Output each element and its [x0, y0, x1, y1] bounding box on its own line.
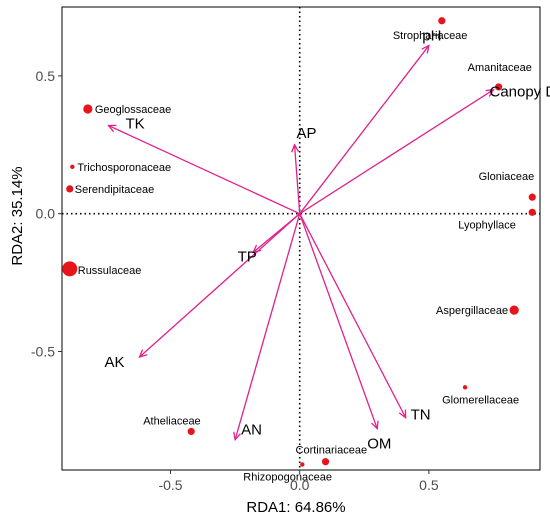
plot-border — [61, 6, 541, 471]
point-cortinariaceae — [321, 458, 330, 466]
vector-label-ph: pH — [422, 28, 441, 45]
reference-lines — [62, 7, 540, 470]
point-lyophyllace — [528, 208, 536, 216]
y-axis-title: RDA2: 35.14% — [9, 166, 26, 265]
x-tick-label: -0.5 — [158, 477, 182, 493]
plot-area — [61, 6, 541, 471]
x-tick-label: 0.0 — [290, 477, 310, 493]
y-tick-label: -0.5 — [31, 343, 55, 359]
point-russulaceae — [62, 261, 78, 277]
point-label-aspergillaceae: Aspergillaceae — [436, 305, 508, 317]
point-label-atheliaceae: Atheliaceae — [143, 415, 201, 427]
vector-an — [234, 213, 301, 440]
vector-label-ak: AK — [105, 354, 125, 371]
family-points — [62, 17, 536, 467]
vector-head-tk — [107, 124, 117, 133]
labels: pH Canopy Density TK AP TP AK AN OM TN Stropharia… — [75, 28, 550, 484]
vector-ak — [139, 213, 301, 358]
vector-head-ap — [291, 143, 300, 153]
vector-label-tn: TN — [411, 407, 431, 424]
point-strophariaceae — [438, 17, 446, 25]
vector-tk — [108, 124, 300, 215]
point-trichosporonaceae — [70, 164, 75, 170]
point-label-geoglossaceae: Geoglossaceae — [95, 104, 171, 116]
env-vectors — [107, 44, 495, 442]
point-gloniaceae — [528, 193, 536, 201]
point-atheliaceae — [187, 427, 195, 436]
vector-label-tk: TK — [126, 116, 145, 133]
y-tick-label: 0.0 — [36, 206, 56, 222]
y-tick-label: 0.5 — [36, 68, 56, 84]
x-axis-title: RDA1: 64.86% — [246, 499, 345, 516]
x-tick-label: 0.5 — [419, 477, 439, 493]
point-geoglossaceae — [83, 104, 93, 114]
point-label-lyophyllace: Lyophyllace — [458, 219, 516, 231]
point-label-amanitaceae: Amanitaceae — [468, 62, 532, 74]
point-label-russulaceae: Russulaceae — [78, 265, 142, 277]
vector-head-tn — [398, 409, 407, 419]
vector-head-an — [233, 431, 241, 442]
vector-ap — [293, 144, 301, 214]
vector-head-ph — [421, 44, 430, 54]
vector-tn — [299, 213, 407, 418]
point-label-serendipitaceae: Serendipitaceae — [75, 184, 155, 196]
vector-head-canopy-density — [485, 88, 495, 97]
vector-ph — [299, 45, 430, 215]
vector-label-canopy-density: Canopy Density — [489, 84, 550, 101]
point-serendipitaceae — [66, 185, 74, 193]
vector-label-ap: AP — [297, 125, 317, 142]
vector-canopy-density — [299, 89, 494, 215]
point-amanitaceae — [495, 83, 503, 91]
point-label-gloniaceae: Gloniaceae — [479, 171, 535, 183]
axes: -0.5 0.0 0.5 -0.5 0.0 0.5 — [31, 68, 439, 493]
vector-label-tp: TP — [238, 248, 257, 265]
vector-label-an: AN — [241, 422, 262, 439]
point-aspergillaceae — [509, 305, 519, 315]
vector-head-ak — [138, 349, 148, 359]
point-label-glomerellaceae: Glomerellaceae — [442, 394, 519, 406]
point-glomerellaceae — [462, 385, 468, 390]
point-rhizopogonaceae — [300, 462, 305, 467]
point-label-cortinariaceae: Cortinariaceae — [296, 445, 368, 457]
vector-head-om — [371, 420, 379, 431]
vector-om — [299, 213, 378, 429]
vector-label-om: OM — [367, 436, 391, 453]
point-label-rhizopogonaceae: Rhizopogonaceae — [243, 471, 332, 483]
point-label-strophariaceae: Strophariaceae — [393, 30, 468, 42]
point-label-trichosporonaceae: Trichosporonaceae — [77, 162, 171, 174]
